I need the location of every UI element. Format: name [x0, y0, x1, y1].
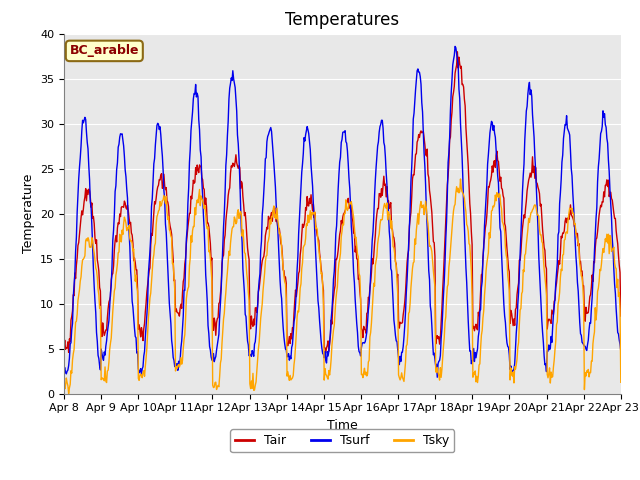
- Tsurf: [70, 283, 78, 288]
- X-axis label: Time: Time: [327, 419, 358, 432]
- Tsky: [457, 176, 465, 182]
- Tsurf: [60, 366, 68, 372]
- Line: Tair: Tair: [64, 52, 621, 353]
- Tsky: [185, 284, 193, 290]
- Tsky: [128, 240, 136, 246]
- Tair: [60, 344, 68, 349]
- Tair: [411, 161, 419, 167]
- Tsurf: [214, 342, 221, 348]
- Tsurf: [426, 303, 434, 309]
- Title: Temperatures: Temperatures: [285, 11, 399, 29]
- Tsky: [428, 245, 435, 251]
- Tsky: [60, 377, 68, 383]
- Line: Tsky: Tsky: [64, 179, 621, 394]
- Tair: [428, 201, 435, 207]
- Tair: [70, 293, 78, 299]
- Tair: [184, 224, 192, 229]
- Tair: [454, 49, 461, 55]
- Tsky: [411, 236, 419, 242]
- Tsky: [214, 383, 222, 388]
- Tsky: [65, 391, 72, 396]
- Y-axis label: Temperature: Temperature: [22, 174, 35, 253]
- Tair: [617, 313, 625, 319]
- Tair: [322, 350, 330, 356]
- Tsky: [617, 379, 625, 385]
- Line: Tsurf: Tsurf: [64, 47, 621, 377]
- Text: BC_arable: BC_arable: [70, 44, 139, 58]
- Tair: [214, 316, 221, 322]
- Legend: Tair, Tsurf, Tsky: Tair, Tsurf, Tsky: [230, 429, 454, 452]
- Tsky: [71, 334, 79, 339]
- Tsurf: [127, 279, 135, 285]
- Tair: [127, 230, 135, 236]
- Tsurf: [433, 374, 441, 380]
- Tsurf: [451, 44, 459, 49]
- Tsurf: [410, 110, 418, 116]
- Tsurf: [617, 348, 625, 354]
- Tsurf: [184, 200, 192, 206]
